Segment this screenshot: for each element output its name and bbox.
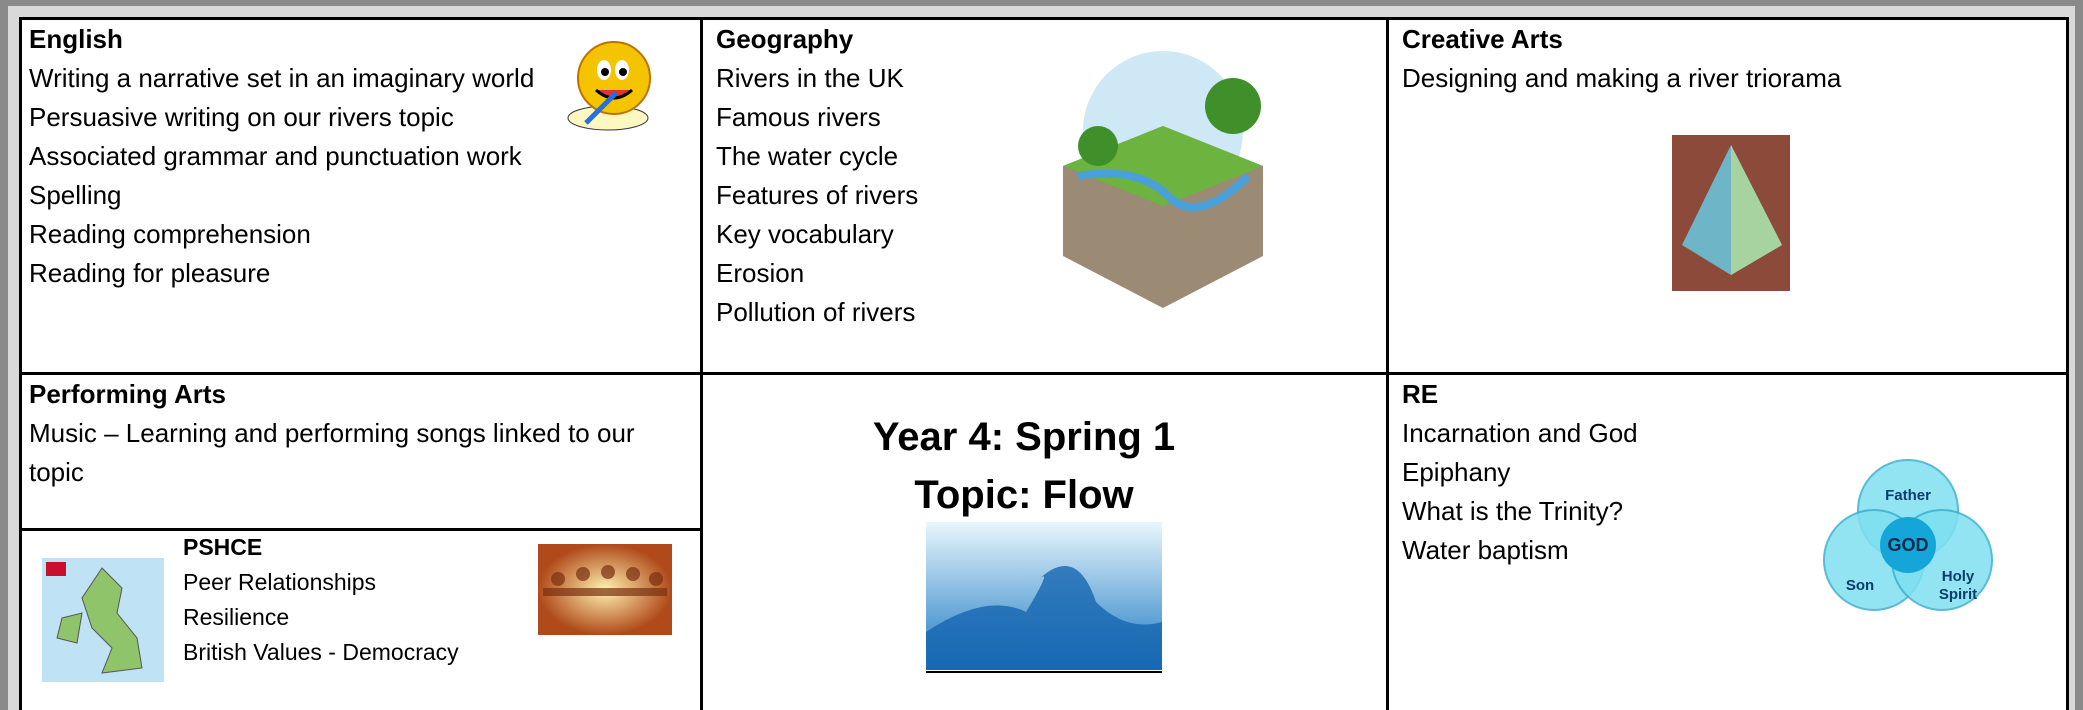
section-item: Features of rivers bbox=[716, 176, 1116, 215]
section-item: Water baptism bbox=[1402, 531, 1822, 570]
section-item: Famous rivers bbox=[716, 98, 1116, 137]
people-image bbox=[538, 544, 672, 635]
triorama-image bbox=[1672, 135, 1790, 291]
trinity-label: Son bbox=[1846, 577, 1874, 594]
title: Year 4: Spring 1 bbox=[681, 408, 1367, 466]
page: {"sections":{ "english":{"heading":"Engl… bbox=[0, 0, 2083, 710]
section-item: Peer Relationships bbox=[183, 565, 543, 600]
section-item: Reading for pleasure bbox=[29, 254, 549, 293]
section-item: Music – Learning and performing songs li… bbox=[29, 414, 689, 492]
section-heading: Geography bbox=[716, 20, 1116, 59]
trinity-diagram: Father GOD Son Holy Spirit bbox=[1822, 455, 1994, 617]
section-item: Writing a narrative set in an imaginary … bbox=[29, 59, 549, 98]
trinity-label: GOD bbox=[1887, 535, 1928, 555]
section-item: Resilience bbox=[183, 600, 543, 635]
smiley-icon bbox=[556, 38, 656, 138]
section-item: Incarnation and God bbox=[1402, 414, 1822, 453]
title: Topic: Flow bbox=[681, 466, 1367, 524]
section-item: Rivers in the UK bbox=[716, 59, 1116, 98]
section-heading: Performing Arts bbox=[29, 375, 689, 414]
section-item: The water cycle bbox=[716, 137, 1116, 176]
section-item: Spelling bbox=[29, 176, 549, 215]
section-item: Pollution of rivers bbox=[716, 293, 1116, 332]
frame: EnglishWriting a narrative set in an ima… bbox=[0, 0, 2083, 710]
divider bbox=[700, 20, 703, 710]
trinity-label: Spirit bbox=[1939, 586, 1977, 603]
section-item: What is the Trinity? bbox=[1402, 492, 1822, 531]
wave-image bbox=[926, 522, 1164, 674]
section-heading: English bbox=[29, 20, 549, 59]
trinity-label: Father bbox=[1885, 487, 1931, 504]
section-item: Designing and making a river triorama bbox=[1402, 59, 2062, 98]
section-item: Epiphany bbox=[1402, 453, 1822, 492]
trinity-label: Holy bbox=[1942, 568, 1975, 585]
section-item: Key vocabulary bbox=[716, 215, 1116, 254]
divider bbox=[1386, 20, 1389, 710]
water-cycle-image bbox=[1058, 46, 1268, 312]
uk-map-image bbox=[42, 558, 164, 682]
section-item: Erosion bbox=[716, 254, 1116, 293]
section-item: Persuasive writing on our rivers topic bbox=[29, 98, 549, 137]
section-heading: PSHCE bbox=[183, 530, 543, 565]
section-item: British Values - Democracy bbox=[183, 635, 543, 670]
section-item: Reading comprehension bbox=[29, 215, 549, 254]
section-heading: RE bbox=[1402, 375, 1822, 414]
section-item: Associated grammar and punctuation work bbox=[29, 137, 549, 176]
section-heading: Creative Arts bbox=[1402, 20, 2062, 59]
